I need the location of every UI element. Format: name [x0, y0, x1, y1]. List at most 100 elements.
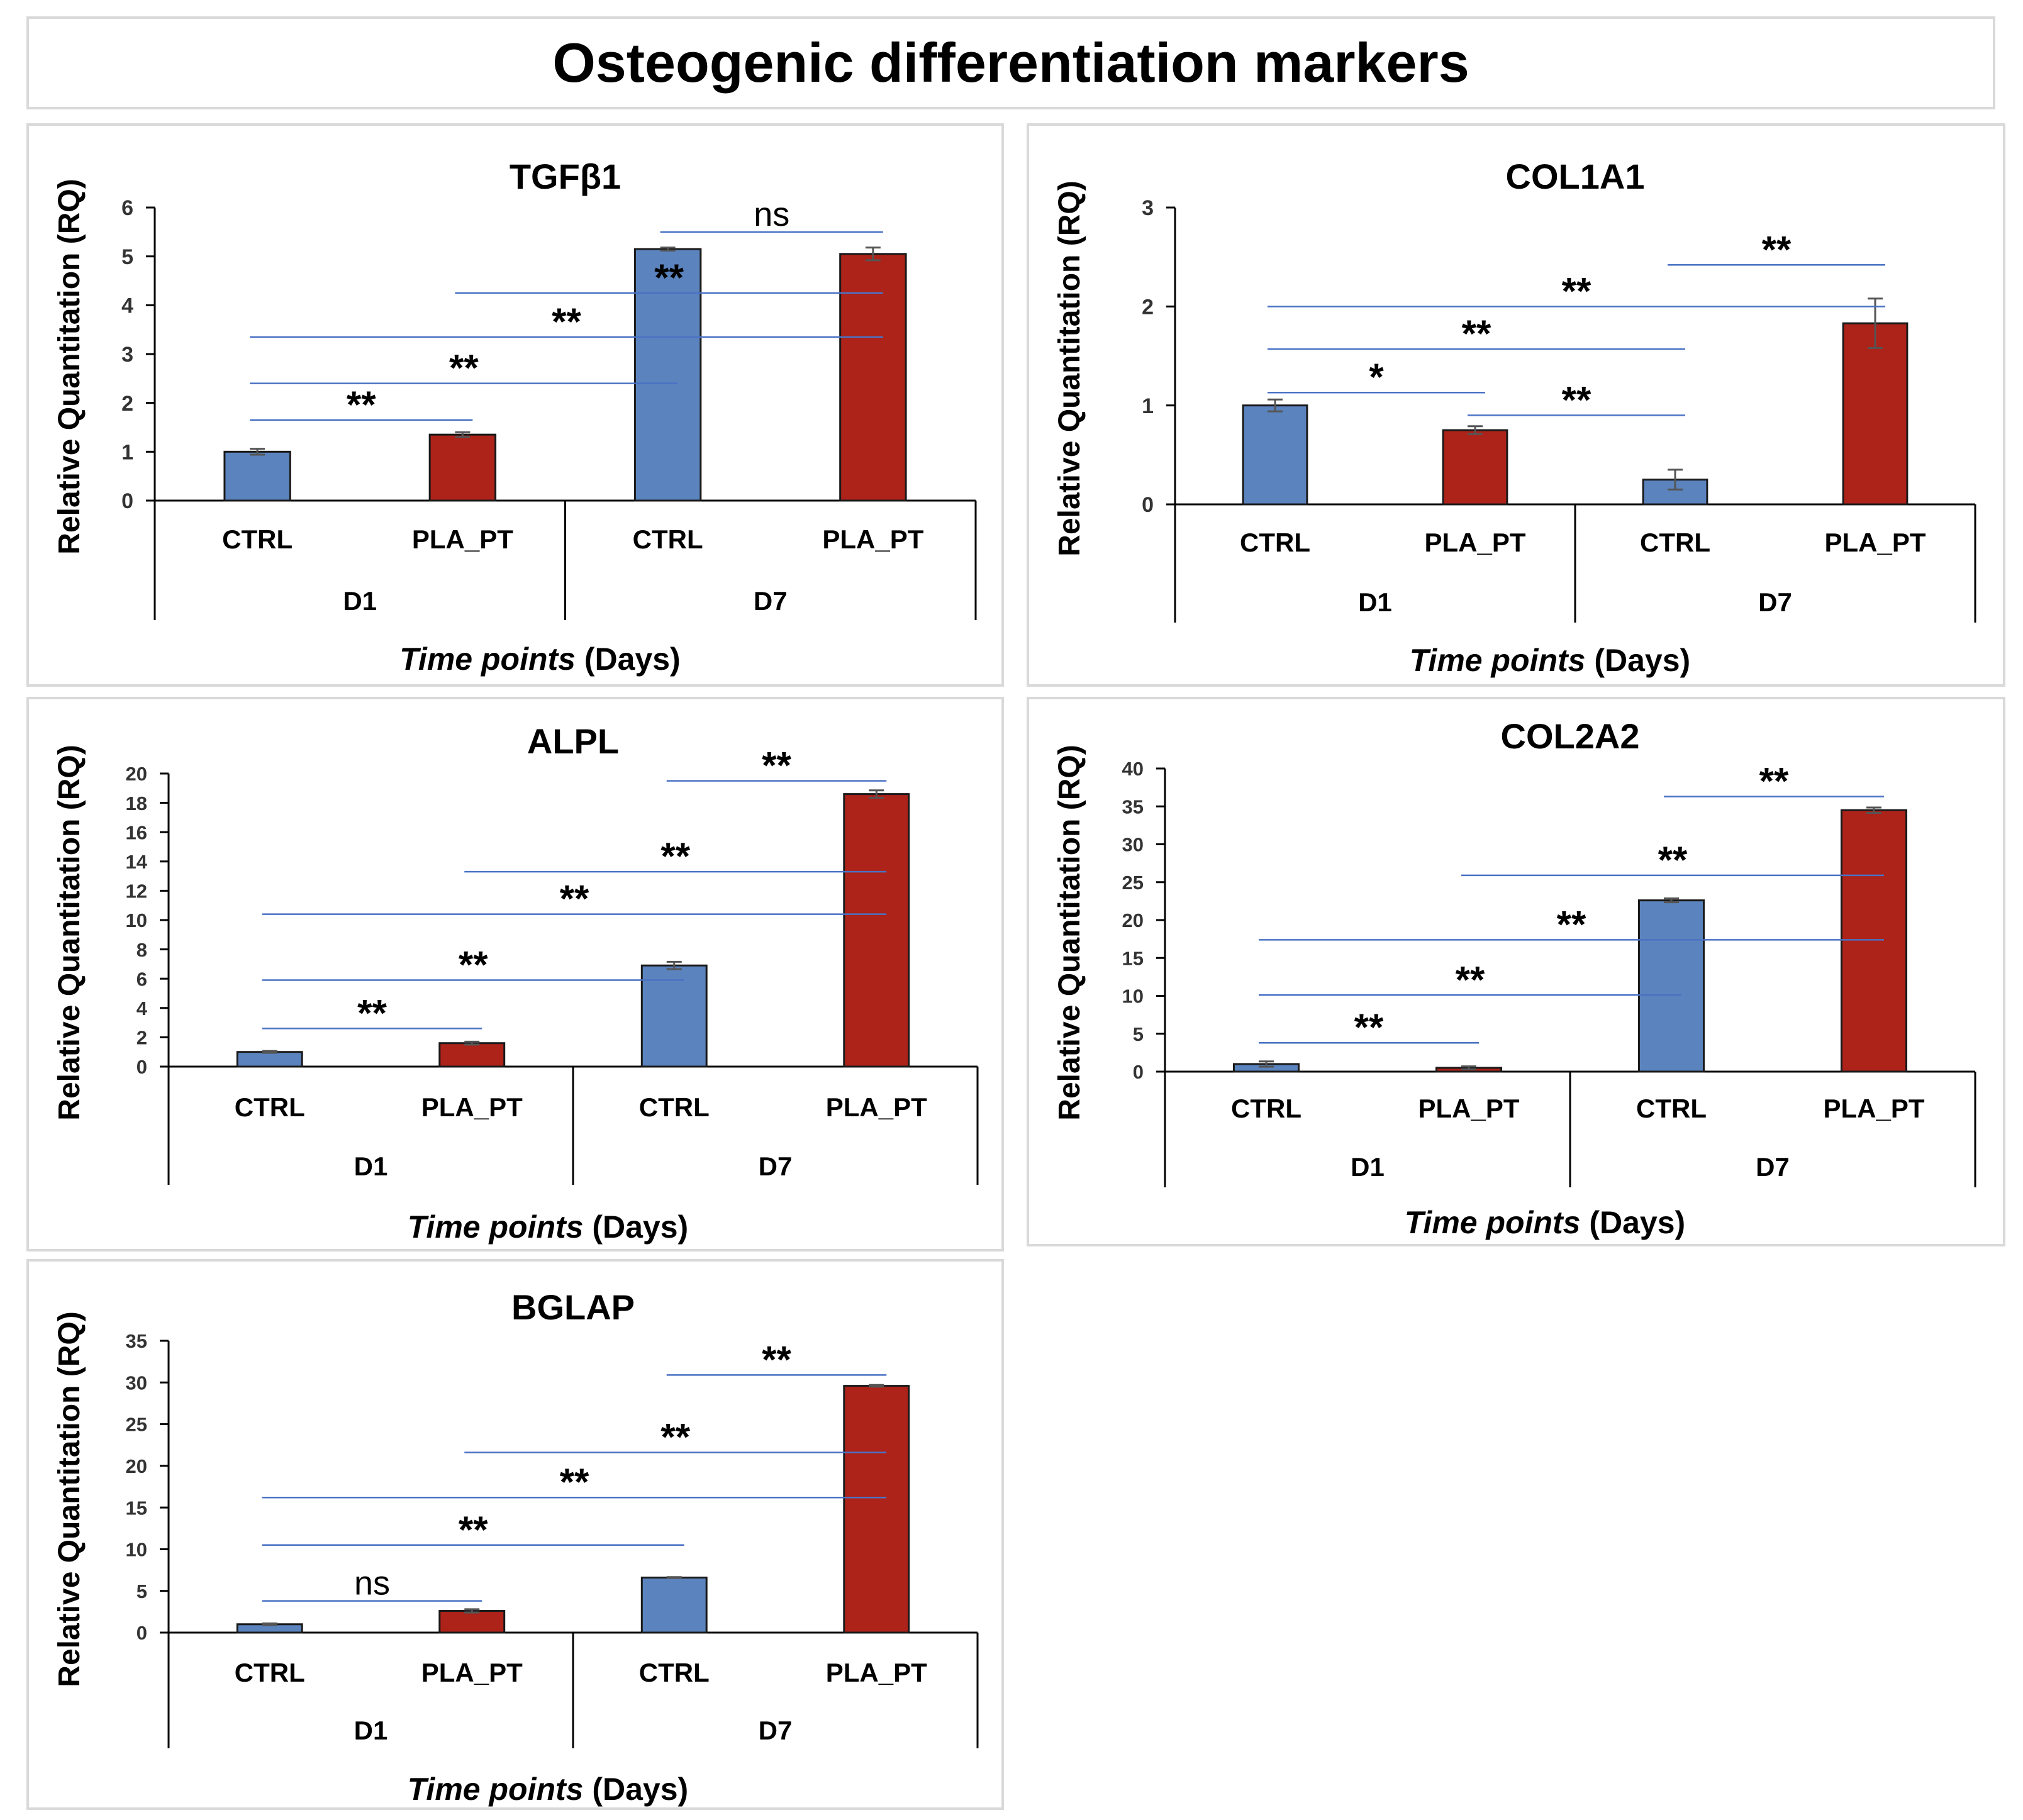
bar — [839, 253, 907, 502]
category-label: CTRL — [1240, 528, 1310, 557]
chart-svg: COL1A1 Relative Quantitation (RQ) 0 1 2 3 CTRL… — [1053, 157, 1976, 678]
y-tick-label: 5 — [137, 1580, 147, 1602]
significance-label: ** — [1557, 903, 1586, 945]
y-tick-label: 10 — [126, 909, 147, 931]
bar — [428, 433, 497, 502]
y-tick-label: 0 — [1133, 1061, 1144, 1083]
group-label: D7 — [754, 586, 788, 616]
bar — [223, 450, 291, 502]
significance-label: ** — [347, 384, 376, 426]
significance-label: * — [1369, 356, 1384, 398]
y-axis-label: Relative Quantitation (RQ) — [1053, 745, 1086, 1120]
bar — [236, 1051, 303, 1068]
significance-label: ** — [654, 257, 684, 299]
category-label: CTRL — [235, 1658, 305, 1687]
category-label: CTRL — [639, 1092, 710, 1122]
group-label: D7 — [759, 1151, 793, 1181]
y-tick-label: 5 — [121, 245, 133, 269]
x-axis-label-unit: (Days) — [576, 641, 681, 677]
y-tick-label: 2 — [121, 392, 133, 416]
category-label: PLA_PT — [1824, 528, 1925, 557]
group-label: D1 — [1351, 1152, 1385, 1182]
significance-label: ** — [762, 745, 791, 787]
y-tick-label: 0 — [1142, 493, 1154, 517]
y-axis-label: Relative Quantitation (RQ) — [53, 1311, 86, 1687]
chart-title: BGLAP — [511, 1287, 635, 1327]
y-tick-label: 4 — [121, 294, 133, 318]
y-tick-label: 16 — [126, 821, 147, 843]
group-label: D1 — [354, 1151, 388, 1181]
significance-label: ** — [1562, 379, 1591, 421]
significance-label: ** — [552, 301, 581, 343]
chart-panel-alpl: ALPL Relative Quantitation (RQ) 0 2 4 6 8 10 12 1… — [26, 697, 1004, 1251]
y-tick-label: 5 — [1133, 1023, 1144, 1045]
y-tick-label: 3 — [1142, 196, 1154, 220]
x-axis-label-italic: Time points — [1405, 1205, 1581, 1240]
significance-label: ** — [1562, 270, 1591, 312]
significance-label: ** — [459, 1509, 488, 1551]
category-label: CTRL — [633, 524, 703, 554]
bar — [1637, 899, 1705, 1073]
bar — [640, 964, 708, 1068]
y-tick-label: 25 — [126, 1414, 147, 1436]
y-tick-label: 0 — [137, 1056, 147, 1078]
chart-svg: COL2A2 Relative Quantitation (RQ) 0 5 10 15 20… — [1053, 716, 1976, 1240]
group-label: D7 — [1756, 1152, 1790, 1182]
y-tick-label: 1 — [1142, 394, 1154, 418]
y-tick-label: 15 — [1122, 947, 1144, 969]
y-tick-label: 35 — [126, 1330, 147, 1352]
y-tick-label: 12 — [126, 880, 147, 902]
significance-label: ** — [459, 944, 488, 986]
category-label: PLA_PT — [826, 1092, 927, 1122]
group-label: D1 — [1358, 587, 1392, 617]
y-tick-label: 30 — [126, 1372, 147, 1394]
chart-panel-col1a1: COL1A1 Relative Quantitation (RQ) 0 1 2 3 CTRL… — [1027, 123, 2005, 687]
significance-label: ** — [660, 835, 690, 877]
group-label: D7 — [1758, 587, 1792, 617]
category-label: CTRL — [235, 1092, 305, 1122]
chart-panel-col2a2: COL2A2 Relative Quantitation (RQ) 0 5 10 15 20… — [1027, 697, 2005, 1246]
category-label: PLA_PT — [1823, 1094, 1924, 1123]
chart-title: TGFβ1 — [510, 157, 621, 196]
category-label: PLA_PT — [421, 1658, 523, 1687]
y-tick-label: 0 — [121, 489, 133, 513]
y-tick-label: 3 — [121, 343, 133, 367]
x-axis-label-italic: Time points — [399, 641, 576, 677]
x-axis-label: Time points (Days) — [399, 641, 680, 677]
x-axis-label-italic: Time points — [1410, 643, 1586, 678]
y-tick-label: 6 — [137, 968, 147, 990]
category-label: PLA_PT — [412, 524, 513, 554]
x-axis-label: Time points (Days) — [408, 1209, 688, 1245]
chart-svg: ALPL Relative Quantitation (RQ) 0 2 4 6 8 10 12 1… — [53, 721, 979, 1245]
significance-label: ns — [354, 1565, 390, 1602]
bar — [438, 1042, 506, 1068]
category-label: PLA_PT — [1418, 1094, 1519, 1123]
y-tick-label: 25 — [1122, 872, 1144, 894]
y-axis-label: Relative Quantitation (RQ) — [53, 179, 86, 554]
significance-label: ** — [1354, 1006, 1384, 1048]
significance-label: ** — [449, 347, 479, 389]
chart-title: COL1A1 — [1506, 157, 1645, 196]
y-tick-label: 18 — [126, 792, 147, 814]
significance-label: ** — [560, 878, 589, 920]
y-tick-label: 2 — [137, 1027, 147, 1049]
chart-title: COL2A2 — [1501, 716, 1640, 756]
y-tick-label: 2 — [1142, 296, 1154, 319]
y-tick-label: 4 — [137, 997, 148, 1019]
significance-label: ** — [1658, 839, 1688, 881]
y-tick-label: 20 — [1122, 909, 1144, 931]
x-axis-label: Time points (Days) — [408, 1772, 688, 1807]
group-label: D1 — [354, 1716, 388, 1745]
significance-label: ** — [762, 1338, 791, 1380]
y-tick-label: 20 — [126, 1455, 147, 1477]
bar — [640, 1577, 708, 1634]
category-label: CTRL — [1231, 1094, 1301, 1123]
x-axis-label: Time points (Days) — [1405, 1205, 1685, 1240]
category-label: CTRL — [639, 1658, 710, 1687]
category-label: PLA_PT — [1424, 528, 1525, 557]
group-label: D1 — [343, 586, 377, 616]
bar — [1840, 809, 1908, 1073]
significance-label: ** — [1762, 228, 1792, 270]
category-label: CTRL — [1636, 1094, 1707, 1123]
chart-panel-tgfb1: TGFβ1 Relative Quantitation (RQ) 0 1 2 3 4 5 6 CT… — [26, 123, 1004, 687]
